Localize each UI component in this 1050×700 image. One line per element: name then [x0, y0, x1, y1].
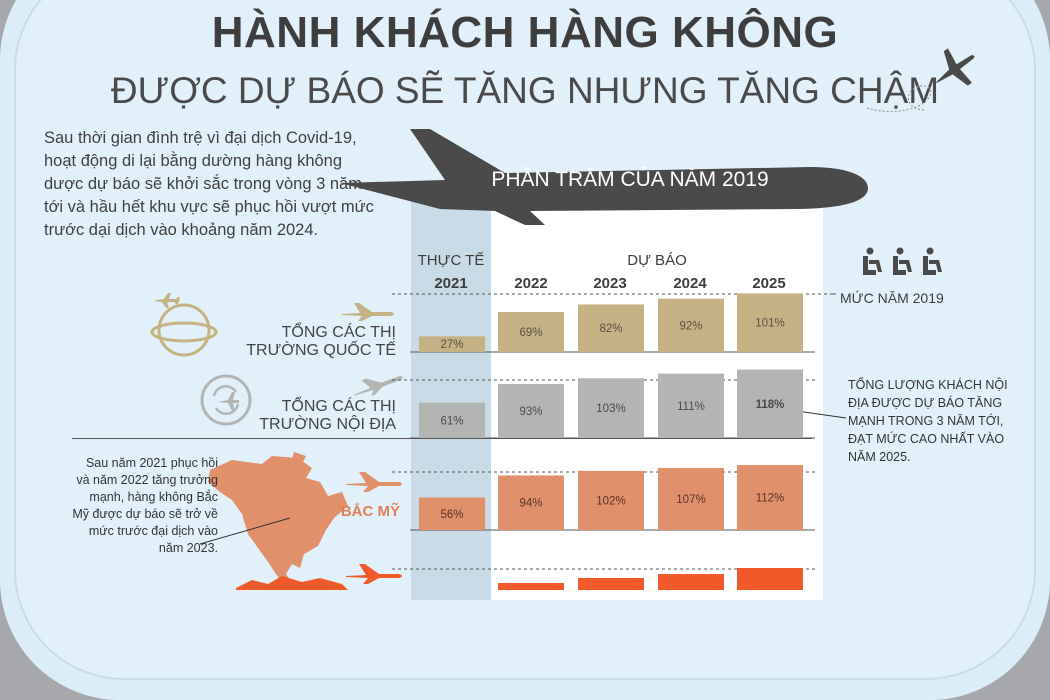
bar-value-label: 101%: [755, 318, 784, 330]
bar-domestic-2023: [578, 378, 644, 438]
label-international-line1: TỔNG CÁC THỊ: [281, 324, 396, 341]
small-plane-icon: [936, 48, 975, 86]
note-domestic-line: NĂM 2025.: [848, 450, 911, 464]
note-domestic: TỔNG LƯỢNG KHÁCH NỘI ĐỊA ĐƯỢC DỰ BÁO TĂN…: [848, 376, 1038, 466]
bar-international-2022: [498, 311, 564, 352]
bar-international-2025: [737, 293, 803, 352]
bar-value-label: 61%: [440, 415, 463, 427]
plane-icon-domestic: [353, 376, 403, 396]
header-forecast: DỰ BÁO: [627, 252, 687, 269]
bar-north-america-2022: [498, 475, 564, 530]
bar-value-label: 111%: [677, 401, 705, 413]
bar-domestic-2022: [498, 384, 564, 438]
bar-north-america-2023: [578, 470, 644, 530]
year-2021: 2021: [434, 275, 468, 292]
globe-plane-icon: [150, 293, 218, 357]
bar-domestic-2021: [419, 402, 485, 438]
bar-north-america-2021: [419, 497, 485, 530]
bar-chart: 27% 69% 82% 92% 101% 61% 93% 103% 111% 118% 56% 94%…: [392, 293, 836, 590]
label-domestic-line2: TRƯỜNG NỘI ĐỊA: [259, 416, 396, 433]
note-na-line: năm 2023.: [158, 541, 218, 555]
note-domestic-line: ĐỊA ĐƯỢC DỰ BÁO TĂNG: [848, 396, 1003, 410]
label-international-line2: TRƯỜNG QUỐC TẾ: [246, 342, 396, 359]
note-na-line: Mỹ được dự báo sẽ trở về: [72, 507, 218, 521]
bar-value-label: 56%: [440, 509, 463, 521]
year-2024: 2024: [673, 275, 707, 292]
bar-domestic-2024: [658, 373, 724, 438]
note-domestic-line: MẠNH TRONG 3 NĂM TỚI,: [848, 414, 1004, 428]
note-domestic-line: TỔNG LƯỢNG KHÁCH NỘI: [848, 378, 1008, 392]
header-actual: THỰC TẾ: [417, 252, 485, 269]
bar-fourth-region: [578, 578, 644, 590]
page-title: HÀNH KHÁCH HÀNG KHÔNG: [211, 8, 839, 57]
bar-value-label: 107%: [676, 494, 705, 506]
bar-north-america-2024: [658, 467, 724, 530]
bar-value-label: 103%: [596, 403, 625, 415]
label-domestic: TỔNG CÁC THỊ TRƯỜNG NỘI ĐỊA: [176, 398, 396, 434]
note-north-america: Sau năm 2021 phục hồi và năm 2022 tăng t…: [40, 455, 218, 557]
domestic-cycle-icon: [200, 374, 252, 426]
bar-value-label: 118%: [756, 399, 785, 411]
page-subtitle: ĐƯỢC DỰ BÁO SẼ TĂNG NHƯNG TĂNG CHẬM: [110, 70, 940, 111]
bar-value-label: 27%: [440, 339, 463, 351]
bar-value-label: 69%: [519, 327, 542, 339]
bar-fourth-region: [498, 583, 564, 590]
bar-international-2021: [419, 336, 485, 352]
bar-domestic-2025: [737, 369, 803, 438]
flight-path-icon: [866, 85, 932, 113]
actual-column-bg: [411, 200, 491, 600]
note-domestic-line: ĐẠT MỨC CAO NHẤT VÀO: [848, 432, 1005, 446]
note-na-line: mức trước đại dịch vào: [88, 524, 218, 538]
year-2025: 2025: [752, 275, 786, 292]
bar-value-label: 112%: [756, 493, 785, 505]
note-na-line: và năm 2022 tăng trưởng: [76, 473, 218, 487]
label-international: TỔNG CÁC THỊ TRƯỜNG QUỐC TẾ: [176, 324, 396, 360]
region-map-fourth: [236, 576, 348, 590]
plane-label: PHẦN TRĂM CỦA NĂM 2019: [491, 168, 769, 191]
intro-text: Sau thời gian đình trệ vì đại dịch Covid…: [44, 129, 374, 239]
airplane-icon: [340, 129, 868, 225]
note-na-line: mạnh, hàng không Bắc: [89, 490, 218, 504]
bar-international-2024: [658, 298, 724, 352]
note-na-line: Sau năm 2021 phục hồi: [85, 456, 218, 470]
year-2023: 2023: [593, 275, 627, 292]
bar-value-label: 82%: [599, 323, 622, 335]
year-2022: 2022: [514, 275, 548, 292]
legend-2019-level: MỨC NĂM 2019: [840, 290, 944, 306]
bar-value-label: 93%: [519, 406, 542, 418]
bar-north-america-2025: [737, 465, 803, 530]
label-north-america: BẮC MỸ: [340, 503, 400, 520]
bar-international-2023: [578, 304, 644, 352]
plane-icon-north-america: [346, 472, 402, 492]
seat-icon: [863, 247, 942, 275]
bar-value-label: 92%: [679, 320, 702, 332]
plane-icon-international: [342, 303, 394, 321]
note-leader-lines: [199, 410, 847, 545]
label-domestic-line1: TỔNG CÁC THỊ: [281, 398, 396, 415]
bar-value-label: 102%: [596, 495, 625, 507]
plane-icon-fourth: [346, 564, 402, 584]
bar-fourth-region: [737, 568, 803, 590]
bar-value-label: 94%: [519, 498, 542, 510]
bar-fourth-region: [658, 574, 724, 590]
